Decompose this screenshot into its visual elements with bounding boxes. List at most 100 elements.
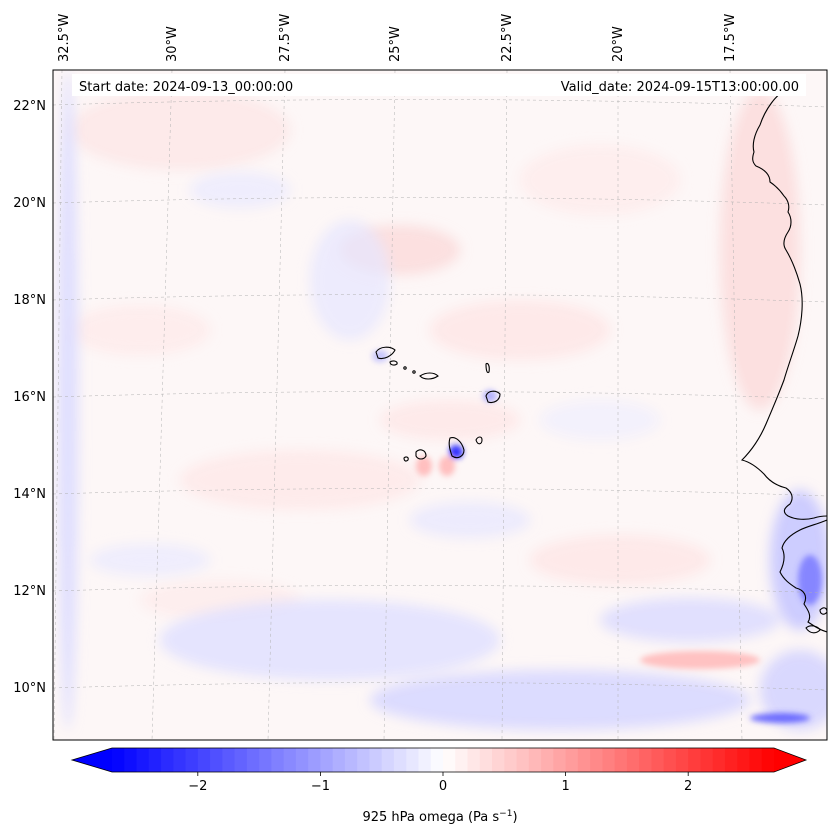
colorbar-band xyxy=(136,748,150,772)
colorbar-band xyxy=(381,748,395,772)
colorbar-band xyxy=(761,748,775,772)
colorbar-band xyxy=(528,748,542,772)
coastline xyxy=(375,85,827,634)
colorbar-band xyxy=(185,748,199,772)
colorbar-extend-max xyxy=(774,748,806,772)
island-brava xyxy=(403,456,409,462)
colorbar-band xyxy=(259,748,272,772)
colorbar-band xyxy=(712,748,726,772)
start-date-label: Start date: 2024-09-13_00:00:00 xyxy=(79,80,293,95)
lat-tick-label: 22°N xyxy=(13,99,46,114)
colorbar-band xyxy=(357,748,371,772)
colorbar-band xyxy=(724,748,738,772)
colorbar-band xyxy=(161,748,174,772)
gambia-guinea-coast xyxy=(779,519,827,633)
colorbar-band xyxy=(639,748,653,772)
colorbar-band xyxy=(222,748,236,772)
colorbar-band xyxy=(271,748,285,772)
colorbar-tick-label: −1 xyxy=(311,779,330,794)
lat-tick-label: 18°N xyxy=(13,293,46,308)
lon-tick-labels: 32.5°W 30°W 27.5°W 25°W 22.5°W 20°W 17.5… xyxy=(57,14,738,62)
header-box xyxy=(72,74,806,96)
lat-tick-label: 16°N xyxy=(13,390,46,405)
colorbar-band xyxy=(246,748,260,772)
colorbar-band xyxy=(675,748,689,772)
lat-tick-label: 20°N xyxy=(13,196,46,211)
lat-tick-label: 12°N xyxy=(13,584,46,599)
valid-date-label: Valid_date: 2024-09-15T13:00:00.00 xyxy=(561,80,799,95)
island-boa-vista xyxy=(485,390,501,404)
colorbar-tick-label: 0 xyxy=(439,779,447,794)
colorbar: −2 −1 0 1 2 925 hPa omega (Pa s−1) xyxy=(70,747,808,825)
map-panel: Start date: 2024-09-13_00:00:00 Valid_da… xyxy=(52,69,828,741)
lon-tick-label: 27.5°W xyxy=(278,14,293,62)
lon-tick-label: 17.5°W xyxy=(723,14,738,62)
colorbar-band xyxy=(148,748,162,772)
colorbar-band xyxy=(443,748,456,772)
colorbar-band xyxy=(320,748,334,772)
colorbar-band xyxy=(197,748,211,772)
colorbar-band xyxy=(332,748,346,772)
colorbar-band xyxy=(541,748,554,772)
colorbar-band xyxy=(553,748,567,772)
colorbar-band xyxy=(308,748,322,772)
colorbar-band xyxy=(492,748,505,772)
colorbar-bands xyxy=(112,748,775,772)
colorbar-label: 925 hPa omega (Pa s−1) xyxy=(362,809,517,825)
colorbar-band xyxy=(283,748,297,772)
island-sao-nicolau xyxy=(419,372,439,380)
colorbar-band xyxy=(651,748,665,772)
colorbar-band xyxy=(479,748,493,772)
colorbar-band xyxy=(614,748,628,772)
island-sal xyxy=(485,362,490,374)
omega-field xyxy=(58,70,827,730)
lon-tick-label: 22.5°W xyxy=(500,14,515,62)
colorbar-extend-min xyxy=(72,748,112,772)
island-sao-vicente xyxy=(389,360,398,366)
colorbar-band xyxy=(418,748,432,772)
colorbar-band xyxy=(234,748,248,772)
colorbar-band xyxy=(565,748,579,772)
colorbar-band xyxy=(663,748,677,772)
colorbar-band xyxy=(590,748,603,772)
lon-tick-label: 32.5°W xyxy=(57,14,72,62)
island-santiago xyxy=(448,437,465,459)
map-frame xyxy=(52,69,828,741)
island-santo-antao xyxy=(375,346,396,360)
colorbar-band xyxy=(626,748,640,772)
colorbar-band xyxy=(602,748,616,772)
island-maio xyxy=(475,436,483,445)
colorbar-band xyxy=(467,748,481,772)
colorbar-band xyxy=(700,748,714,772)
colorbar-band xyxy=(124,748,138,772)
colorbar-outline xyxy=(70,747,808,773)
colorbar-tick-label: −2 xyxy=(188,779,207,794)
lat-tick-label: 14°N xyxy=(13,487,46,502)
colorbar-band xyxy=(295,748,309,772)
colorbar-band xyxy=(406,748,420,772)
colorbar-ticks: −2 −1 0 1 2 xyxy=(188,772,692,794)
colorbar-band xyxy=(577,748,591,772)
colorbar-band xyxy=(369,748,383,772)
colorbar-band xyxy=(737,748,751,772)
colorbar-band xyxy=(344,748,358,772)
lat-tick-label: 10°N xyxy=(13,681,46,696)
colorbar-band xyxy=(504,748,518,772)
colorbar-band xyxy=(112,748,125,772)
africa-coastline xyxy=(740,85,827,520)
colorbar-band xyxy=(430,748,444,772)
colorbar-band xyxy=(173,748,187,772)
lon-tick-label: 20°W xyxy=(611,26,626,62)
lon-tick-label: 30°W xyxy=(165,26,180,62)
colorbar-band xyxy=(393,748,407,772)
lat-tick-labels: 22°N 20°N 18°N 16°N 14°N 12°N 10°N xyxy=(13,99,46,696)
gridlines xyxy=(53,70,827,740)
colorbar-band xyxy=(455,748,469,772)
island-fogo xyxy=(415,449,427,460)
lon-tick-label: 25°W xyxy=(388,26,403,62)
colorbar-band xyxy=(210,748,223,772)
colorbar-band xyxy=(516,748,530,772)
colorbar-tick-label: 1 xyxy=(561,779,569,794)
colorbar-tick-label: 2 xyxy=(684,779,692,794)
